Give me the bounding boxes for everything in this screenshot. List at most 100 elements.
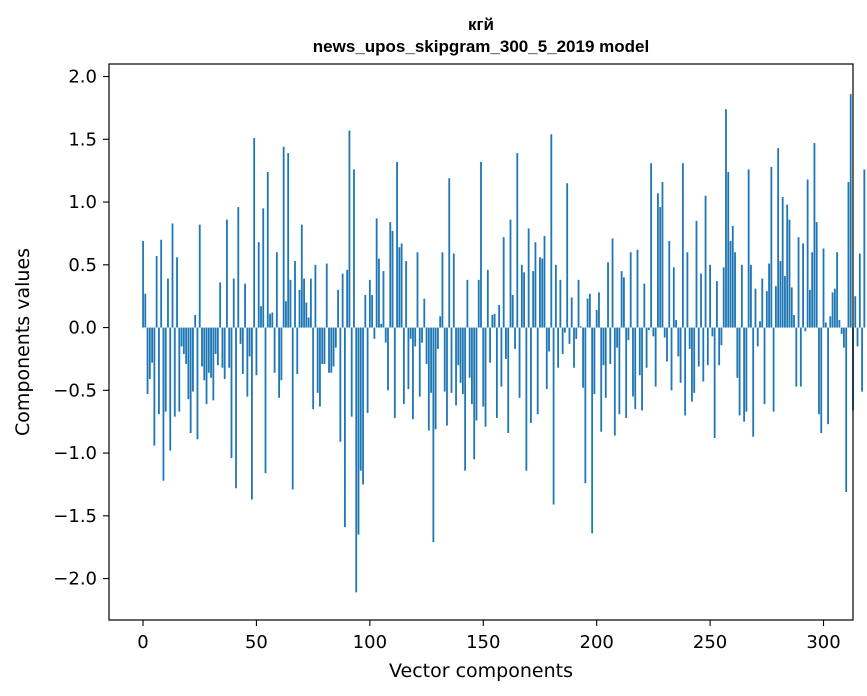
bar [248, 327, 251, 357]
bar [738, 327, 741, 416]
bar [187, 327, 190, 400]
bar [226, 219, 228, 328]
bar [663, 327, 666, 338]
bar [151, 327, 153, 363]
bar [182, 327, 185, 354]
y-axis-ticks: −2.0 −1.5 −1.0 −0.5 0.0 0.5 1.0 1.5 2.0 [53, 67, 109, 590]
bar [434, 327, 437, 430]
bar [359, 327, 362, 471]
bar [811, 252, 814, 328]
bar [731, 225, 734, 328]
bar [784, 276, 786, 328]
bar [171, 223, 174, 328]
bar [854, 296, 857, 328]
bar [847, 181, 850, 328]
bar [659, 207, 662, 328]
bar [402, 327, 405, 405]
bar [262, 208, 265, 328]
bar [734, 252, 736, 328]
bar [153, 327, 156, 446]
bar [713, 327, 716, 439]
y-tick-label: −0.5 [53, 380, 97, 401]
bar [396, 161, 398, 328]
bar [294, 261, 296, 328]
bar [391, 230, 394, 328]
bar [207, 327, 210, 373]
bar [398, 247, 401, 328]
bar [525, 327, 528, 471]
bar [541, 258, 544, 328]
bar [459, 327, 462, 383]
bar [203, 327, 206, 381]
bar [586, 298, 589, 328]
x-axis-ticks: 0 50 100 150 200 250 300 [137, 620, 841, 653]
bar [620, 271, 623, 328]
bar [412, 327, 414, 420]
bar [441, 252, 444, 328]
bar [344, 327, 346, 528]
bar [298, 289, 301, 328]
bar [591, 327, 594, 534]
bar [303, 278, 305, 328]
bar [418, 327, 421, 397]
x-tick-label: 200 [580, 632, 614, 653]
bar [505, 327, 507, 359]
bar [393, 327, 396, 418]
bar [772, 327, 775, 412]
bar [425, 327, 428, 364]
bar [641, 327, 643, 411]
bar [219, 282, 222, 328]
bar [400, 243, 403, 328]
bar [552, 327, 555, 505]
bar [545, 327, 548, 390]
bar [486, 269, 489, 328]
bar [711, 327, 714, 337]
bar [489, 327, 491, 363]
bar [645, 327, 648, 368]
bar [625, 327, 628, 418]
bar [251, 327, 253, 500]
bar [654, 327, 657, 387]
bar [661, 181, 664, 328]
bar [843, 327, 845, 348]
bar [677, 327, 680, 357]
bar [557, 327, 560, 368]
x-tick-label: 0 [137, 632, 148, 653]
bar [232, 278, 235, 328]
bar [727, 171, 730, 328]
bar [806, 179, 809, 328]
bar [389, 222, 392, 328]
bar [539, 257, 541, 328]
bar [382, 271, 385, 328]
bar [201, 327, 203, 367]
bar [520, 264, 523, 328]
bar [693, 327, 696, 393]
bar [838, 320, 841, 328]
bar [725, 109, 727, 328]
bar [695, 220, 698, 328]
bar [144, 293, 147, 328]
bar [255, 327, 258, 376]
bar [266, 171, 269, 328]
bar [239, 327, 242, 344]
bar [325, 263, 328, 328]
bar [373, 327, 376, 339]
bar [348, 130, 351, 328]
bar [323, 327, 326, 364]
bar [530, 327, 532, 423]
bar [804, 327, 807, 332]
bar [588, 293, 591, 328]
bar [285, 301, 287, 328]
bar [228, 327, 231, 368]
bar [684, 327, 687, 416]
bar-series [142, 94, 866, 593]
bar [754, 288, 757, 328]
bar [774, 286, 777, 328]
bar [818, 327, 820, 415]
bar [305, 302, 308, 328]
bar [647, 327, 650, 331]
bar [781, 197, 784, 328]
bar [210, 327, 212, 378]
bar [355, 327, 358, 593]
bar [720, 327, 723, 346]
